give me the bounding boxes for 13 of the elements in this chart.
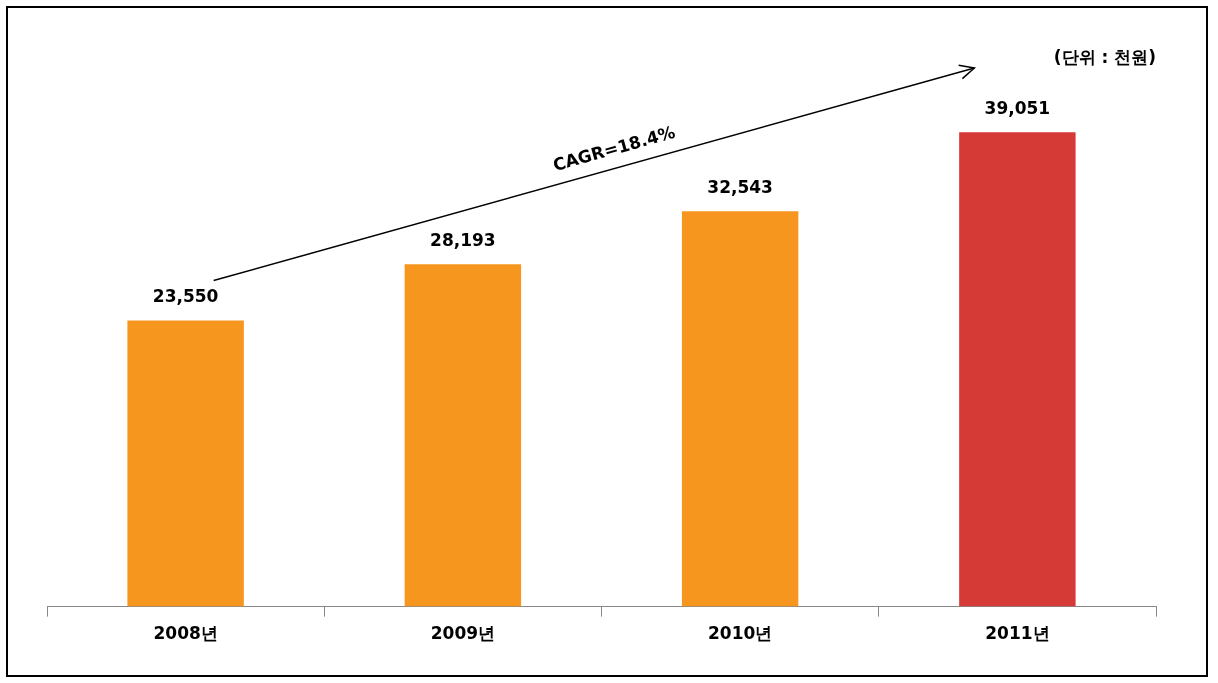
bar	[959, 132, 1076, 607]
text: (단위 : 천원)	[1053, 46, 1156, 69]
data-label: 39,051	[984, 98, 1051, 119]
x-tick-label: 2011년	[985, 623, 1050, 644]
x-tick-label: 2009년	[430, 623, 496, 644]
x-tick-label: 2010년	[707, 623, 773, 644]
data-label: 23,550	[152, 286, 219, 307]
data-label: 28,193	[430, 230, 496, 251]
data-label: 32,543	[707, 177, 773, 198]
x-tick-label: 2008년	[153, 623, 218, 644]
bar	[127, 320, 244, 607]
bar	[681, 211, 799, 607]
bar	[404, 264, 522, 607]
